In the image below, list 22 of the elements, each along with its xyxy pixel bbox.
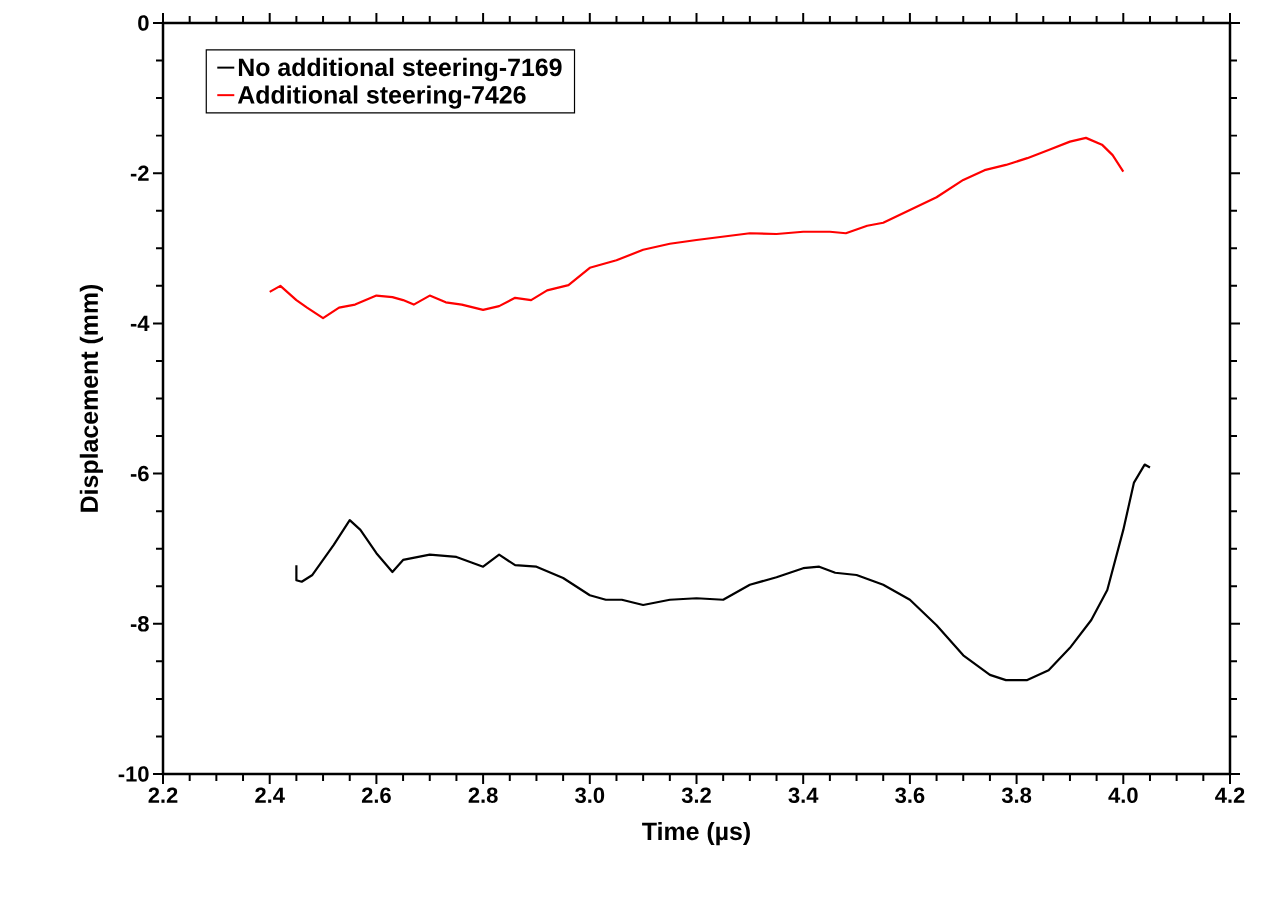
- x-tick-label: 4.2: [1215, 787, 1245, 803]
- x-tick-label: 4.0: [1108, 787, 1138, 804]
- x-tick-label: 2.4: [255, 787, 285, 803]
- line-series: [295, 463, 1152, 682]
- x-tick-label: 2.8: [468, 787, 498, 804]
- y-tick-label: -8: [130, 616, 149, 632]
- legend-label: No additional steering-7169: [238, 57, 562, 82]
- y-tick-label: 0: [138, 15, 149, 31]
- x-tick-label: 2.6: [361, 787, 391, 804]
- x-tick-label: 3.2: [681, 787, 711, 804]
- y-tick-label: -10: [118, 766, 149, 782]
- x-tick-label: 2.2: [148, 787, 178, 803]
- y-tick-label: -4: [130, 315, 150, 331]
- y-axis-title: Displacement (mm): [79, 284, 103, 512]
- y-tick-label: -2: [130, 165, 149, 181]
- x-tick-label: 3.0: [575, 787, 605, 804]
- legend-label: Additional steering-7426: [237, 85, 526, 109]
- x-tick-label: 3.8: [1001, 787, 1032, 804]
- y-tick-label: -6: [130, 465, 149, 482]
- x-tick-label: 3.6: [895, 787, 925, 804]
- x-axis-title: Time (µs): [642, 821, 750, 846]
- x-tick-label: 3.4: [788, 787, 819, 804]
